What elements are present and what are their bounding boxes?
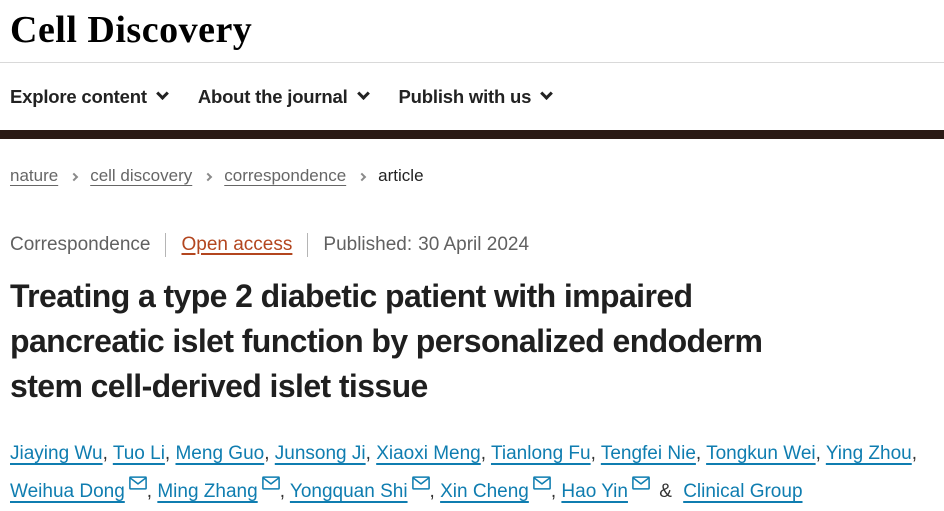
chevron-right-icon xyxy=(204,172,213,181)
article-type-label: Correspondence xyxy=(10,234,151,255)
top-nav: Explore content About the journal Publis… xyxy=(0,63,944,130)
article-meta-row: Correspondence Open access Published: 30… xyxy=(10,233,934,257)
breadcrumb-current-article: article xyxy=(378,166,424,185)
author-link[interactable]: Xiaoxi Meng xyxy=(376,443,481,464)
nav-explore-content-label: Explore content xyxy=(10,85,147,107)
author-link[interactable]: Jiaying Wu xyxy=(10,443,103,464)
email-icon[interactable] xyxy=(632,476,650,490)
author-separator: , xyxy=(164,443,176,464)
meta-separator xyxy=(307,233,309,257)
email-icon[interactable] xyxy=(532,476,551,490)
email-icon[interactable] xyxy=(411,476,430,490)
article-header: Correspondence Open access Published: 30… xyxy=(0,233,944,511)
author-separator: , xyxy=(365,443,377,464)
brand-color-band xyxy=(0,130,944,139)
author-link[interactable]: Tengfei Nie xyxy=(600,443,696,464)
author-link[interactable]: Junsong Ji xyxy=(274,443,366,464)
author-link[interactable]: Tianlong Fu xyxy=(490,443,591,464)
author-link[interactable]: Tuo Li xyxy=(112,443,165,464)
chevron-down-icon xyxy=(356,87,370,101)
email-icon[interactable] xyxy=(261,476,280,490)
author-link[interactable]: Xin Cheng xyxy=(440,481,529,502)
author-separator: , xyxy=(264,443,275,464)
header-divider xyxy=(0,62,944,63)
meta-separator xyxy=(165,233,167,257)
email-icon[interactable] xyxy=(128,476,147,490)
journal-logo[interactable]: Cell Discovery xyxy=(10,9,253,51)
article-title-line: pancreatic islet function by personalize… xyxy=(10,323,763,359)
author-conjunction: & xyxy=(653,481,678,502)
author-link[interactable]: Ming Zhang xyxy=(157,481,258,502)
author-separator: , xyxy=(695,443,707,464)
author-separator: , xyxy=(590,443,601,464)
nav-publish-with-us-label: Publish with us xyxy=(398,85,532,107)
author-link[interactable]: Yongquan Shi xyxy=(289,481,408,502)
published-label: Published: xyxy=(323,234,413,255)
group-author-link[interactable]: Clinical Group xyxy=(683,481,803,502)
logo-row: Cell Discovery xyxy=(0,0,944,62)
author-separator: , xyxy=(429,481,441,502)
open-access-link[interactable]: Open access xyxy=(181,234,293,255)
author-list: Jiaying Wu, Tuo Li, Meng Guo, Junsong Ji… xyxy=(10,435,934,511)
author-separator: , xyxy=(480,443,491,464)
breadcrumb-link-nature[interactable]: nature xyxy=(10,166,59,185)
author-separator: , xyxy=(550,481,562,502)
author-separator: , xyxy=(911,443,918,464)
author-separator: , xyxy=(102,443,113,464)
article-title: Treating a type 2 diabetic patient with … xyxy=(10,274,934,409)
chevron-right-icon xyxy=(69,172,79,181)
nav-about-the-journal[interactable]: About the journal xyxy=(197,85,370,108)
nav-explore-content[interactable]: Explore content xyxy=(10,85,169,108)
author-link[interactable]: Weihua Dong xyxy=(10,481,125,502)
breadcrumb-link-correspondence[interactable]: correspondence xyxy=(224,166,347,185)
author-separator: , xyxy=(815,443,826,464)
chevron-right-icon xyxy=(357,172,367,181)
site-header: Cell Discovery Explore content About the… xyxy=(0,0,944,139)
chevron-down-icon xyxy=(155,87,169,101)
article-title-line: stem cell-derived islet tissue xyxy=(10,368,428,404)
author-separator: , xyxy=(146,481,158,502)
author-link[interactable]: Tongkun Wei xyxy=(706,443,816,464)
author-separator: , xyxy=(279,481,290,502)
nav-publish-with-us[interactable]: Publish with us xyxy=(398,85,554,108)
article-title-line: Treating a type 2 diabetic patient with … xyxy=(10,278,693,314)
breadcrumb-link-cell-discovery[interactable]: cell discovery xyxy=(90,166,193,185)
author-link[interactable]: Ying Zhou xyxy=(825,443,912,464)
author-link[interactable]: Hao Yin xyxy=(561,481,628,502)
chevron-down-icon xyxy=(540,87,554,101)
published-date: 30 April 2024 xyxy=(418,234,530,255)
author-link[interactable]: Meng Guo xyxy=(175,443,265,464)
nav-about-the-journal-label: About the journal xyxy=(197,85,348,107)
breadcrumb: nature cell discovery correspondence art… xyxy=(0,139,944,186)
